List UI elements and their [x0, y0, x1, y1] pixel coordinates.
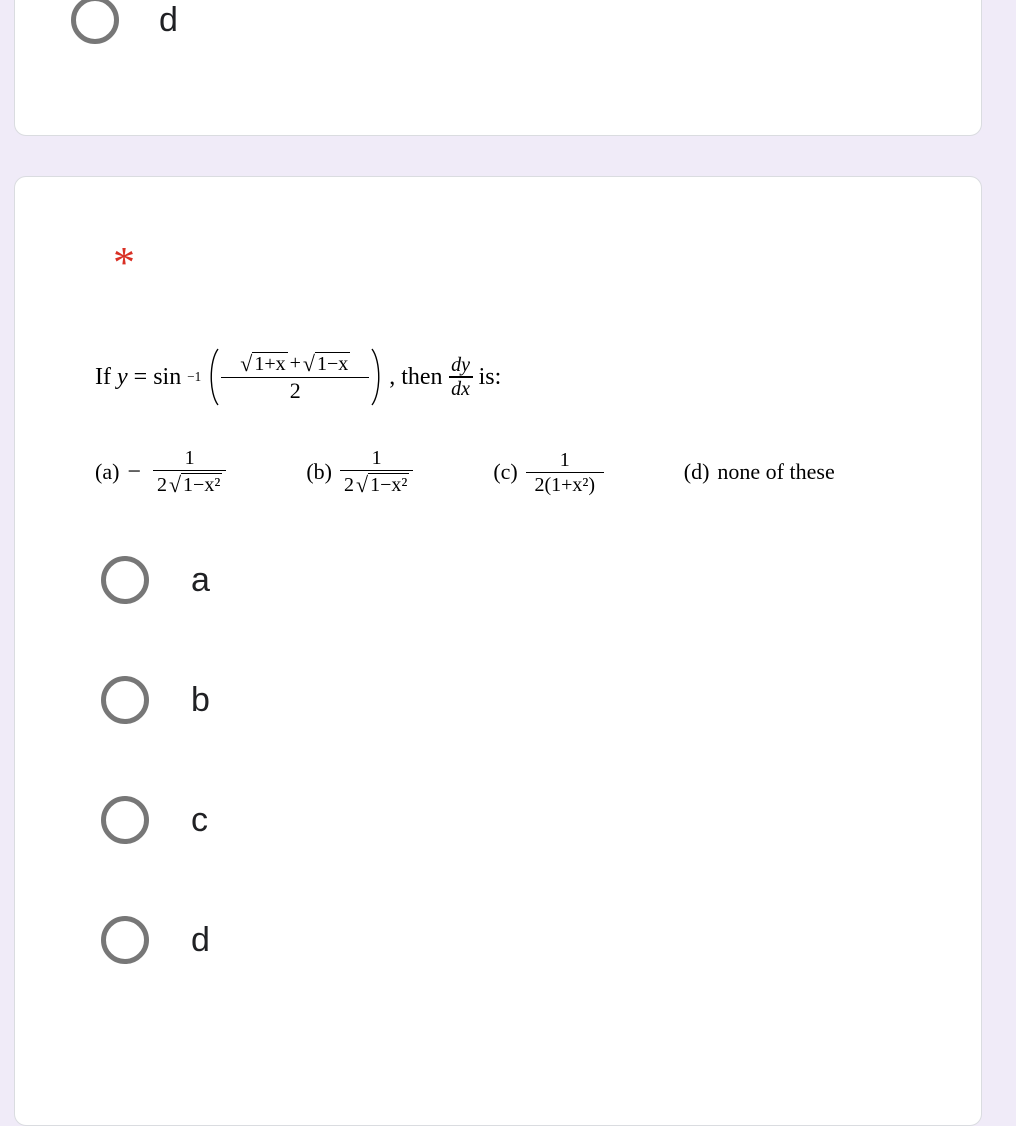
sqrt1: √ 1+x — [240, 352, 287, 375]
sqrt-arg-1: 1+x — [252, 352, 287, 375]
lhs-var: y — [117, 364, 128, 391]
sqrt-arg-2: 1−x — [315, 352, 350, 375]
answer-b-sqrt: √ 1−x² — [356, 473, 409, 496]
frac-arg: √ 1+x + √ 1−x 2 — [221, 352, 369, 402]
answer-a-neg: − — [127, 459, 141, 486]
prev-option-label-d: d — [159, 1, 178, 40]
right-paren-icon — [369, 347, 383, 407]
radio-d[interactable] — [101, 916, 149, 964]
answer-c-label: (c) — [493, 459, 517, 485]
radio-prev-d[interactable] — [71, 0, 119, 44]
answer-a-bar — [153, 470, 226, 471]
option-row-b[interactable]: b — [101, 676, 921, 724]
radio-a[interactable] — [101, 556, 149, 604]
answer-c-den: 2(1+x²) — [530, 475, 599, 495]
option-label-a: a — [191, 561, 210, 600]
option-label-d: d — [191, 921, 210, 960]
sqrt-sym-1: √ — [240, 353, 252, 375]
equals: = — [134, 364, 148, 391]
sqrt-sym-2: √ — [303, 353, 315, 375]
answer-a: (a) − 1 2 √ 1−x² — [95, 448, 226, 496]
answer-b-bar — [340, 470, 413, 471]
answer-a-sqrt: √ 1−x² — [169, 473, 222, 496]
answer-d: (d) none of these — [684, 459, 835, 485]
answer-c-bar — [526, 472, 604, 473]
answers-row: (a) − 1 2 √ 1−x² (b) 1 — [95, 448, 901, 496]
radio-c[interactable] — [101, 796, 149, 844]
option-row-d[interactable]: d — [101, 916, 921, 964]
options-group: a b c d — [101, 556, 921, 964]
sqrt2: √ 1−x — [303, 352, 350, 375]
question-card: * If y = sin −1 √ 1+x + — [14, 176, 982, 1126]
option-row-a[interactable]: a — [101, 556, 921, 604]
prompt-prefix: If — [95, 364, 111, 391]
plus: + — [290, 353, 301, 373]
answer-c-frac: 1 2(1+x²) — [526, 450, 604, 495]
answer-a-num: 1 — [181, 448, 199, 468]
question-prompt: If y = sin −1 √ 1+x + √ 1−x — [95, 348, 901, 406]
deriv-frac: dy dx — [449, 355, 473, 398]
answer-d-label: (d) — [684, 459, 710, 485]
answer-b: (b) 1 2 √ 1−x² — [306, 448, 413, 496]
answer-d-text: none of these — [717, 459, 834, 485]
is-text: is: — [479, 364, 502, 391]
answer-b-label: (b) — [306, 459, 332, 485]
deriv-num: dy — [449, 355, 472, 375]
answer-a-frac: 1 2 √ 1−x² — [153, 448, 226, 496]
arg-numer: √ 1+x + √ 1−x — [240, 352, 350, 375]
option-row-c[interactable]: c — [101, 796, 921, 844]
question-content: If y = sin −1 √ 1+x + √ 1−x — [95, 348, 901, 496]
left-paren-icon — [207, 347, 221, 407]
prev-option-row-d[interactable]: d — [71, 0, 925, 44]
answer-a-den: 2 √ 1−x² — [153, 473, 226, 496]
radio-b[interactable] — [101, 676, 149, 724]
answer-b-frac: 1 2 √ 1−x² — [340, 448, 413, 496]
arg-denom: 2 — [290, 380, 301, 402]
paren-group: √ 1+x + √ 1−x 2 — [207, 348, 383, 406]
answer-c: (c) 1 2(1+x²) — [493, 450, 603, 495]
previous-question-card: d — [14, 0, 982, 136]
answer-b-num: 1 — [368, 448, 386, 468]
required-asterisk: * — [113, 237, 921, 288]
deriv-den: dx — [449, 379, 472, 399]
option-label-c: c — [191, 801, 208, 840]
answer-a-label: (a) — [95, 459, 119, 485]
func: sin — [153, 364, 181, 391]
answer-c-num: 1 — [556, 450, 574, 470]
answer-b-den: 2 √ 1−x² — [340, 473, 413, 496]
func-exp: −1 — [187, 369, 201, 385]
option-label-b: b — [191, 681, 210, 720]
then-text: , then — [389, 364, 442, 391]
